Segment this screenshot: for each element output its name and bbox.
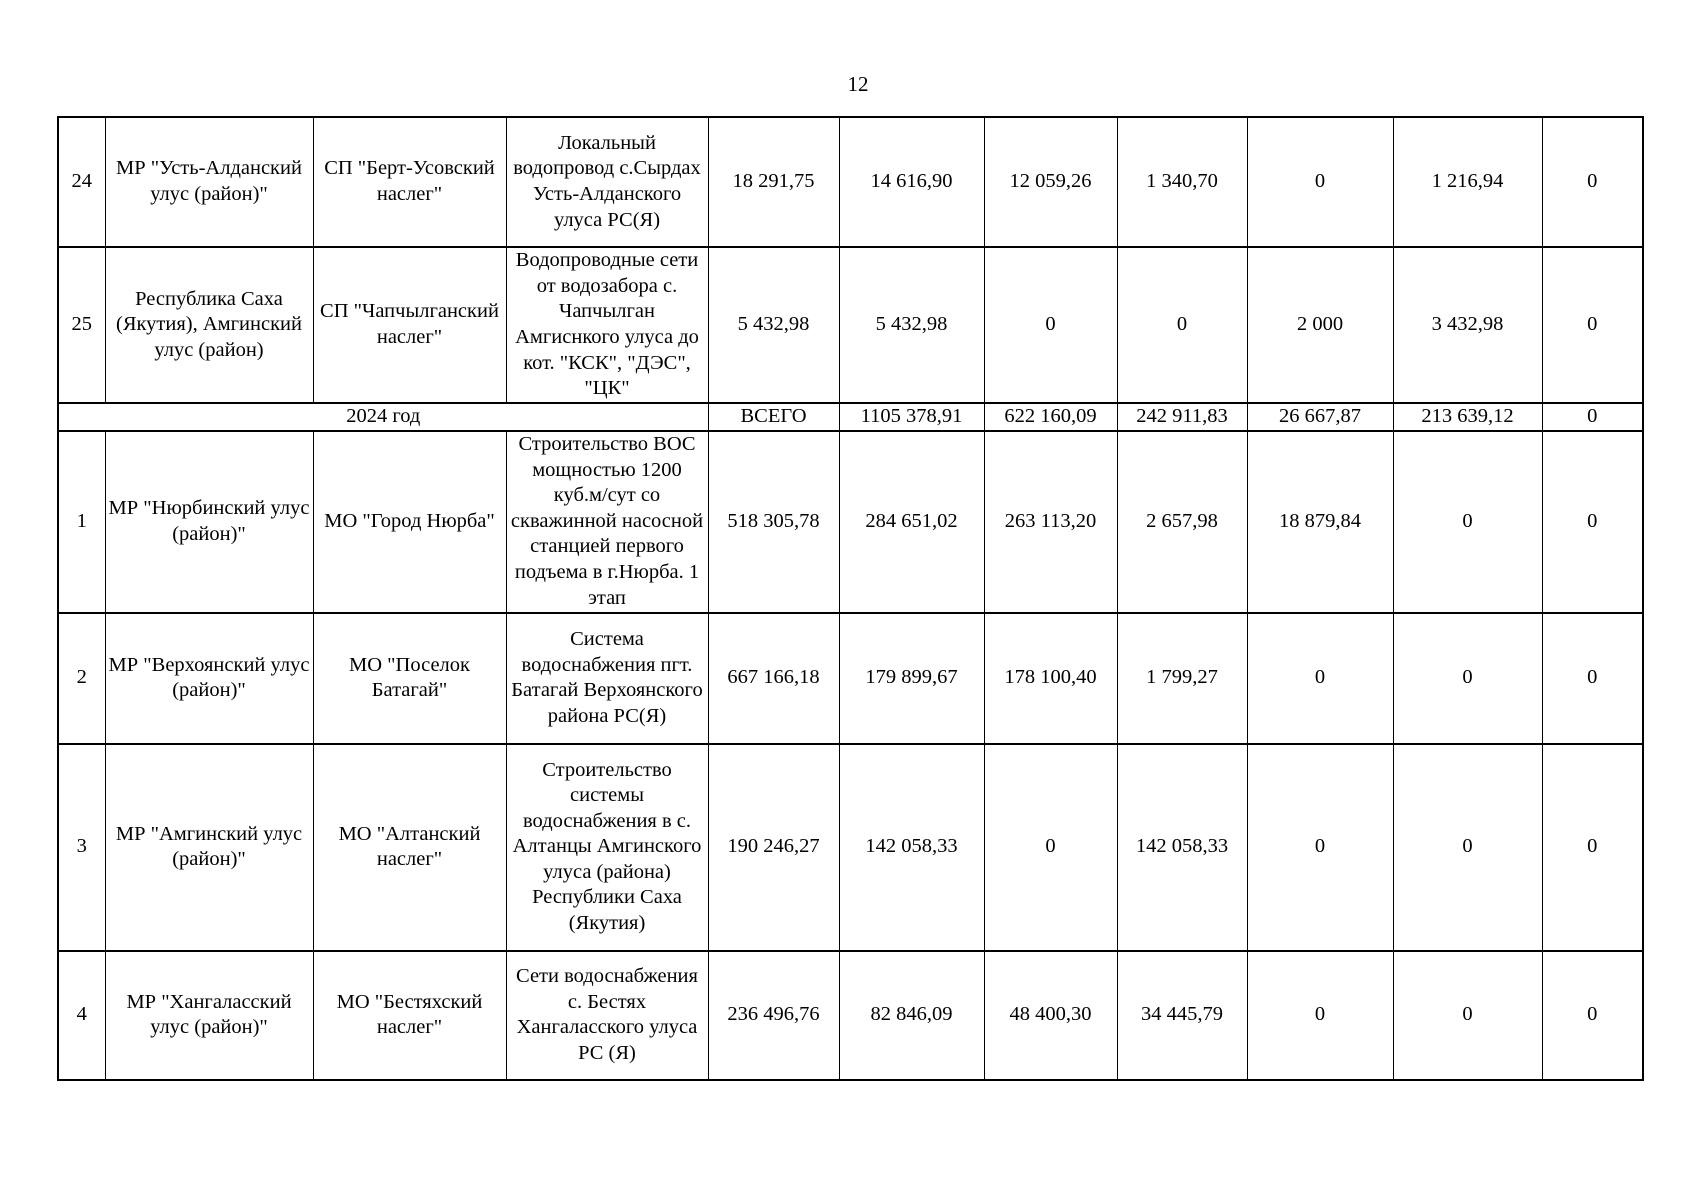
value-cell: 518 305,78 — [707, 429, 840, 614]
value-cell: 2 657,98 — [1116, 429, 1248, 614]
value-cell: 1 216,94 — [1392, 116, 1543, 248]
value-cell: 284 651,02 — [838, 429, 985, 614]
value-cell: 0 — [1541, 116, 1644, 248]
funding-table: 24 МР "Усть-Алданский улус (район)" СП "Бе… — [57, 116, 1644, 1081]
value-cell: 1105 378,91 — [838, 402, 985, 432]
value-cell: 0 — [1541, 402, 1644, 432]
district-cell: МР "Амгинский улус (район)" — [104, 742, 314, 952]
value-cell: 12 059,26 — [983, 116, 1118, 248]
district-cell: МР "Хангаласский улус (район)" — [104, 949, 314, 1081]
table-row: 25 Республика Саха (Якутия), Амгинский ул… — [57, 246, 1644, 404]
value-cell: 82 846,09 — [838, 949, 985, 1081]
settlement-cell: СП "Берт-Усовский наслег" — [312, 116, 507, 248]
value-cell: 0 — [1246, 949, 1394, 1081]
value-cell: 0 — [1246, 611, 1394, 745]
value-cell: 14 616,90 — [838, 116, 985, 248]
value-cell: 142 058,33 — [838, 742, 985, 952]
value-cell: 34 445,79 — [1116, 949, 1248, 1081]
value-cell: 0 — [1116, 246, 1248, 404]
page-number: 12 — [847, 72, 869, 96]
district-cell: МР "Нюрбинский улус (район)" — [104, 429, 314, 614]
value-cell: 0 — [1541, 611, 1644, 745]
table-row: 2 МР "Верхоянский улус (район)" МО "Посело… — [57, 611, 1644, 745]
value-cell: 622 160,09 — [983, 402, 1118, 432]
value-cell: 3 432,98 — [1392, 246, 1543, 404]
row-number: 2 — [57, 611, 106, 745]
settlement-cell: МО "Поселок Батагай" — [312, 611, 507, 745]
value-cell: 213 639,12 — [1392, 402, 1543, 432]
value-cell: 263 113,20 — [983, 429, 1118, 614]
settlement-cell: МО "Город Нюрба" — [312, 429, 507, 614]
value-cell: 179 899,67 — [838, 611, 985, 745]
value-cell: 26 667,87 — [1246, 402, 1394, 432]
value-cell: 5 432,98 — [838, 246, 985, 404]
value-cell: 242 911,83 — [1116, 402, 1248, 432]
object-cell: Водопроводные сети от водозабора с. Чапч… — [505, 246, 709, 404]
value-cell: 0 — [1392, 429, 1543, 614]
value-cell: 2 000 — [1246, 246, 1394, 404]
value-cell: 1 340,70 — [1116, 116, 1248, 248]
district-cell: Республика Саха (Якутия), Амгинский улус… — [104, 246, 314, 404]
value-cell: 667 166,18 — [707, 611, 840, 745]
value-cell: 0 — [1392, 742, 1543, 952]
value-cell: 0 — [1541, 742, 1644, 952]
value-cell: 178 100,40 — [983, 611, 1118, 745]
value-cell: 5 432,98 — [707, 246, 840, 404]
value-cell: 0 — [1392, 611, 1543, 745]
settlement-cell: МО "Бестяхский наслег" — [312, 949, 507, 1081]
value-cell: 142 058,33 — [1116, 742, 1248, 952]
value-cell: 236 496,76 — [707, 949, 840, 1081]
table-row: 1 МР "Нюрбинский улус (район)" МО "Город Н… — [57, 429, 1644, 614]
object-cell: Сети водоснабжения с. Бестях Хангаласско… — [505, 949, 709, 1081]
value-cell: 0 — [1246, 116, 1394, 248]
year-label: 2024 год — [57, 402, 709, 432]
total-label: ВСЕГО — [707, 402, 840, 432]
table-row: 24 МР "Усть-Алданский улус (район)" СП "Бе… — [57, 116, 1644, 248]
row-number: 1 — [57, 429, 106, 614]
value-cell: 18 291,75 — [707, 116, 840, 248]
value-cell: 0 — [1541, 949, 1644, 1081]
value-cell: 0 — [983, 246, 1118, 404]
value-cell: 0 — [1541, 246, 1644, 404]
row-number: 25 — [57, 246, 106, 404]
value-cell: 1 799,27 — [1116, 611, 1248, 745]
value-cell: 0 — [1392, 949, 1543, 1081]
settlement-cell: СП "Чапчылганский наслег" — [312, 246, 507, 404]
district-cell: МР "Верхоянский улус (район)" — [104, 611, 314, 745]
table-row: 3 МР "Амгинский улус (район)" МО "Алтански… — [57, 742, 1644, 952]
table-row: 4 МР "Хангаласский улус (район)" МО "Бестя… — [57, 949, 1644, 1081]
total-row: 2024 год ВСЕГО 1105 378,91 622 160,09 242 91… — [57, 402, 1644, 432]
object-cell: Система водоснабжения пгт. Батагай Верхо… — [505, 611, 709, 745]
district-cell: МР "Усть-Алданский улус (район)" — [104, 116, 314, 248]
value-cell: 18 879,84 — [1246, 429, 1394, 614]
value-cell: 0 — [1246, 742, 1394, 952]
row-number: 3 — [57, 742, 106, 952]
object-cell: Строительство ВОС мощностью 1200 куб.м/с… — [505, 429, 709, 614]
value-cell: 0 — [983, 742, 1118, 952]
value-cell: 48 400,30 — [983, 949, 1118, 1081]
object-cell: Локальный водопровод с.Сырдах Усть-Алдан… — [505, 116, 709, 248]
object-cell: Строительство системы водоснабжения в с.… — [505, 742, 709, 952]
value-cell: 0 — [1541, 429, 1644, 614]
row-number: 24 — [57, 116, 106, 248]
settlement-cell: МО "Алтанский наслег" — [312, 742, 507, 952]
row-number: 4 — [57, 949, 106, 1081]
value-cell: 190 246,27 — [707, 742, 840, 952]
